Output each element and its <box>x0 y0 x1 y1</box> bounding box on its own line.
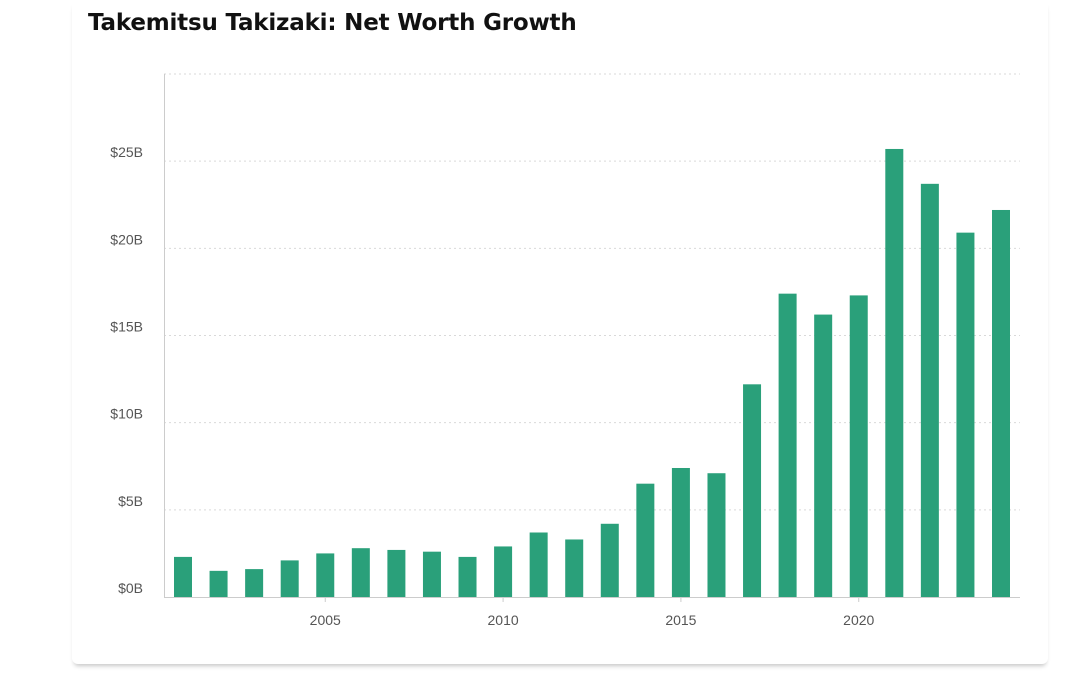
y-tick-label: $25B <box>110 144 143 160</box>
bar-2020 <box>849 295 868 597</box>
bars <box>174 148 1010 598</box>
y-tick-label: $20B <box>110 231 143 247</box>
tick-labels: $0B $5B $10B $15B $20B $25B 2005 2010 2015 2020 <box>110 144 874 628</box>
x-tick-label: 2005 <box>310 612 341 628</box>
bar-2009 <box>458 556 477 597</box>
y-tick-label: $5B <box>118 493 143 509</box>
y-tick-label: $0B <box>118 580 143 596</box>
y-tick-label: $15B <box>110 319 143 335</box>
bar-2002 <box>209 570 228 597</box>
bar-2011 <box>529 532 548 597</box>
bar-2017 <box>743 384 762 597</box>
bar-2023 <box>956 232 975 598</box>
axes <box>164 74 1020 602</box>
bar-2019 <box>814 314 833 597</box>
bar-2016 <box>707 473 726 597</box>
y-tick-label: $10B <box>110 406 143 422</box>
bar-2022 <box>920 183 939 597</box>
x-tick-label: 2010 <box>488 612 519 628</box>
bar-2013 <box>600 523 619 597</box>
bar-2018 <box>778 293 797 597</box>
bar-2014 <box>636 483 655 597</box>
bar-2010 <box>494 546 513 597</box>
x-tick-label: 2020 <box>843 612 874 628</box>
bar-2007 <box>387 549 406 597</box>
bar-2005 <box>316 553 335 597</box>
bar-2015 <box>671 467 690 597</box>
bar-2003 <box>245 569 264 597</box>
bar-2001 <box>174 556 192 597</box>
chart-title: Takemitsu Takizaki: Net Worth Growth <box>88 10 577 36</box>
bar-2006 <box>351 548 370 597</box>
bar-2008 <box>422 551 441 597</box>
bar-2021 <box>885 148 904 598</box>
bar-2024 <box>992 209 1010 598</box>
bar-2004 <box>280 560 299 597</box>
bar-2012 <box>565 539 584 597</box>
x-tick-label: 2015 <box>665 612 696 628</box>
